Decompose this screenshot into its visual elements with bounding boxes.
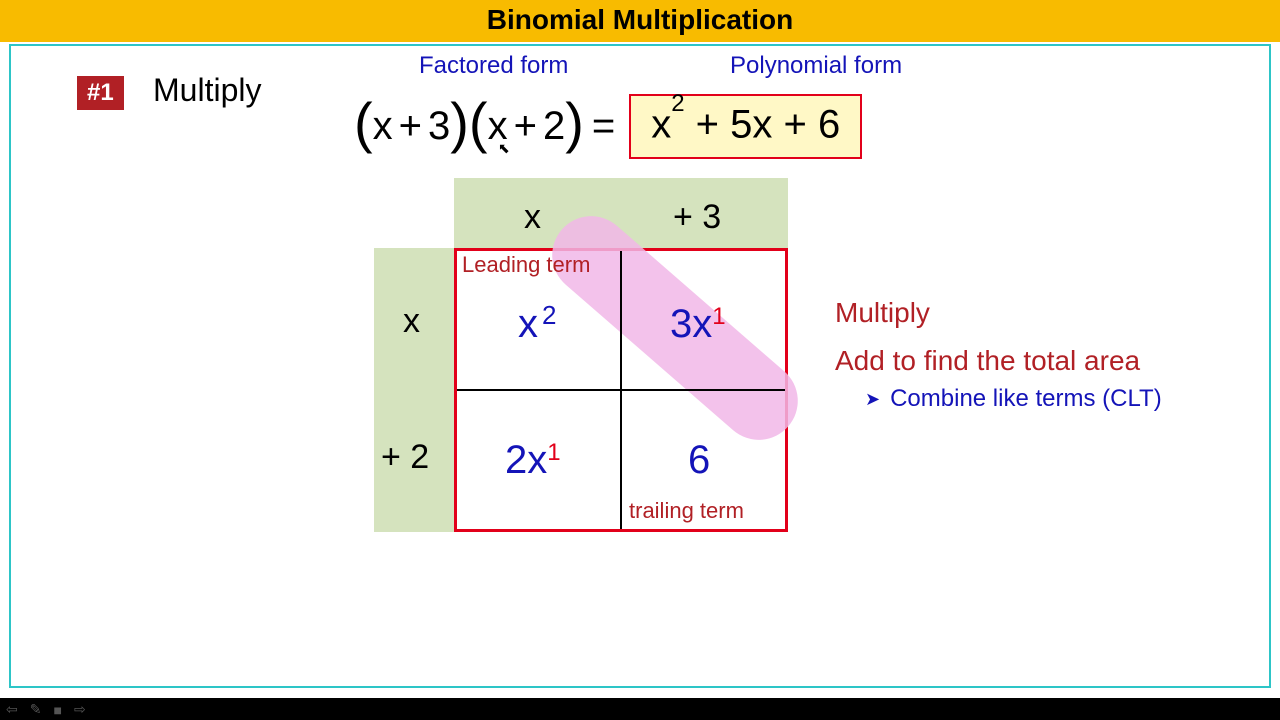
- title-bar: Binomial Multiplication: [0, 0, 1280, 42]
- bottom-bar: ⇦ ✎ ■ ⇨: [0, 698, 1280, 720]
- open-paren-icon: (: [354, 101, 373, 146]
- step-multiply: Multiply: [835, 297, 1162, 329]
- instruction-text: Multiply: [153, 72, 261, 109]
- eq-term: 3: [428, 104, 450, 149]
- grid-hline: [457, 389, 785, 391]
- steps-block: Multiply Add to find the total area ➤ Co…: [835, 297, 1162, 413]
- step-clt-text: Combine like terms (CLT): [890, 385, 1162, 413]
- cursor-icon: ⬉: [498, 140, 510, 157]
- trailing-term-label: trailing term: [629, 498, 744, 524]
- equals-sign: =: [584, 104, 623, 149]
- cell-tr: 3x1: [670, 302, 726, 347]
- close-paren-icon: ): [565, 101, 584, 146]
- equation-row: ( x + 3 ) ( x + 2 ) = x2 + 5x + 6: [354, 94, 862, 159]
- cell-bl: 2x1: [505, 438, 561, 483]
- area-grid: [454, 248, 788, 532]
- bullet-arrow-icon: ➤: [865, 389, 880, 410]
- bottom-toolbar: ⇦ ✎ ■ ⇨: [6, 701, 86, 718]
- problem-badge: #1: [77, 76, 124, 110]
- col-header-1: x: [524, 198, 541, 237]
- leading-term-label: Leading term: [462, 252, 590, 278]
- answer-box: x2 + 5x + 6: [629, 94, 862, 159]
- eq-term: 2: [543, 104, 565, 149]
- row-header-1: x: [403, 302, 420, 341]
- cell-br: 6: [688, 438, 710, 483]
- open-paren-icon: (: [469, 101, 488, 146]
- grid-side-bg: [374, 248, 454, 532]
- step-clt: ➤ Combine like terms (CLT): [865, 385, 1162, 413]
- pen-icon[interactable]: ✎: [30, 701, 42, 718]
- cell-tl: x2: [518, 302, 556, 347]
- eq-op: +: [393, 104, 428, 149]
- back-arrow-icon[interactable]: ⇦: [6, 701, 18, 718]
- factored-form-label: Factored form: [419, 52, 568, 80]
- step-add: Add to find the total area: [835, 345, 1162, 377]
- eq-term: x: [373, 104, 393, 149]
- eq-op: +: [508, 104, 543, 149]
- stop-icon[interactable]: ■: [53, 702, 61, 718]
- close-paren-icon: ): [450, 101, 469, 146]
- col-header-2: + 3: [673, 198, 721, 237]
- stage: Binomial Multiplication #1 Multiply Fact…: [0, 0, 1280, 698]
- row-header-2: + 2: [381, 438, 429, 477]
- forward-arrow-icon[interactable]: ⇨: [74, 701, 86, 718]
- polynomial-form-label: Polynomial form: [730, 52, 902, 80]
